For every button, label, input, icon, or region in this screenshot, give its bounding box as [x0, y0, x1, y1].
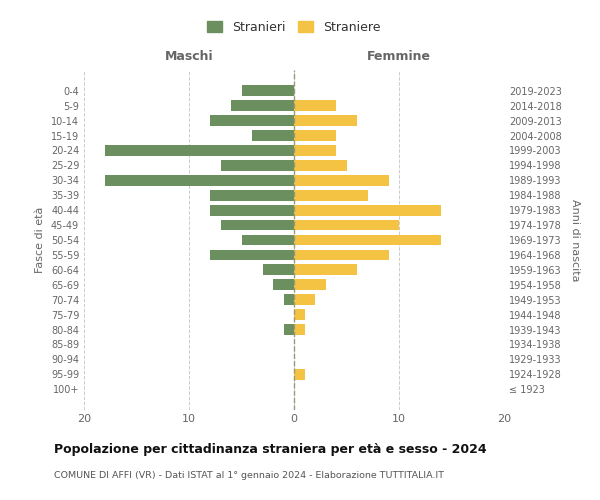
Bar — [294, 309, 305, 320]
Bar — [294, 190, 367, 200]
Bar — [105, 145, 294, 156]
Bar — [241, 86, 294, 96]
Bar — [294, 175, 389, 186]
Bar — [284, 324, 294, 335]
Bar — [294, 324, 305, 335]
Bar — [294, 250, 389, 260]
Bar — [294, 116, 357, 126]
Bar — [294, 220, 399, 230]
Y-axis label: Anni di nascita: Anni di nascita — [570, 198, 580, 281]
Bar — [263, 264, 294, 275]
Text: Popolazione per cittadinanza straniera per età e sesso - 2024: Popolazione per cittadinanza straniera p… — [54, 442, 487, 456]
Bar — [210, 116, 294, 126]
Bar — [294, 369, 305, 380]
Bar — [221, 160, 294, 171]
Text: Femmine: Femmine — [367, 50, 431, 63]
Bar — [294, 280, 325, 290]
Bar — [294, 234, 441, 246]
Bar — [210, 250, 294, 260]
Bar — [210, 190, 294, 200]
Bar — [294, 294, 315, 305]
Bar — [210, 205, 294, 216]
Bar — [294, 264, 357, 275]
Bar — [294, 205, 441, 216]
Bar — [294, 130, 336, 141]
Bar — [105, 175, 294, 186]
Bar — [252, 130, 294, 141]
Bar — [294, 160, 347, 171]
Bar — [284, 294, 294, 305]
Bar — [273, 280, 294, 290]
Bar — [231, 100, 294, 111]
Legend: Stranieri, Straniere: Stranieri, Straniere — [202, 16, 386, 38]
Bar — [221, 220, 294, 230]
Text: Maschi: Maschi — [164, 50, 214, 63]
Y-axis label: Fasce di età: Fasce di età — [35, 207, 45, 273]
Bar — [294, 145, 336, 156]
Bar — [294, 100, 336, 111]
Bar — [241, 234, 294, 246]
Text: COMUNE DI AFFI (VR) - Dati ISTAT al 1° gennaio 2024 - Elaborazione TUTTITALIA.IT: COMUNE DI AFFI (VR) - Dati ISTAT al 1° g… — [54, 471, 444, 480]
